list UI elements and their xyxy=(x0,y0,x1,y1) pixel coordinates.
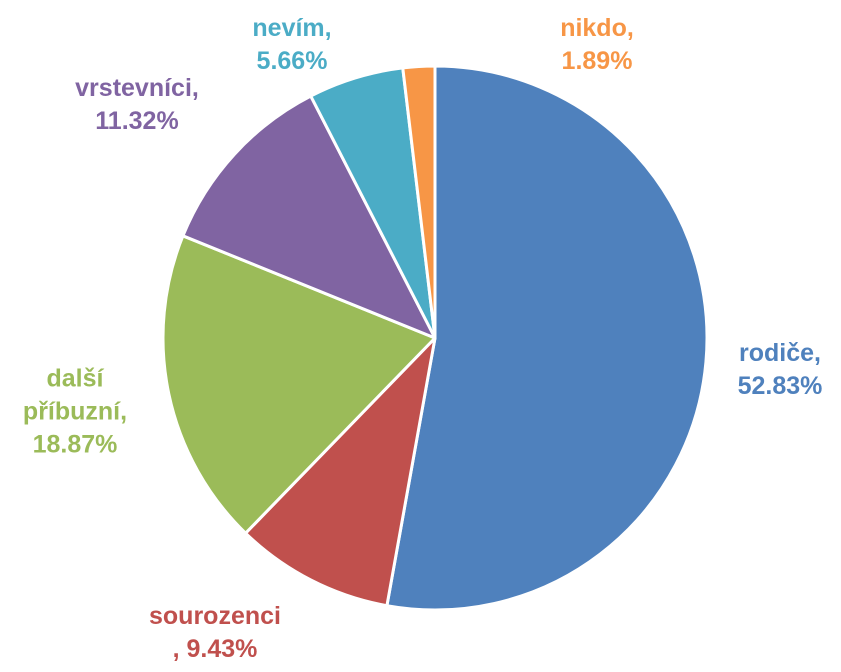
category-label: vrstevníci, xyxy=(75,74,199,102)
category-label: rodiče, xyxy=(739,339,821,367)
data-label: další příbuzní, 18.87% xyxy=(10,363,140,462)
value-label: 1.89% xyxy=(561,47,633,75)
pie-slice xyxy=(161,234,437,535)
pie-slice xyxy=(181,94,437,340)
pie-slice xyxy=(385,64,709,612)
value-label: 52.83% xyxy=(737,372,823,400)
category-label: sourozenci xyxy=(149,602,281,630)
category-label: nevím, xyxy=(252,14,332,42)
data-label: rodiče, 52.83% xyxy=(710,337,841,403)
data-label: nikdo, 1.89% xyxy=(497,12,697,78)
value-label: 5.66% xyxy=(256,47,328,75)
pie-slice xyxy=(401,64,437,340)
value-label: 11.32% xyxy=(95,107,179,135)
category-label: nikdo, xyxy=(560,14,634,42)
value-label: 18.87% xyxy=(32,430,118,459)
value-label: , 9.43% xyxy=(172,635,258,663)
pie-slice xyxy=(244,336,437,608)
data-label: vrstevníci, 11.32% xyxy=(37,72,237,138)
data-label: nevím, 5.66% xyxy=(192,12,392,78)
category-label: další příbuzní, xyxy=(22,364,128,426)
data-label: sourozenci , 9.43% xyxy=(115,600,315,666)
